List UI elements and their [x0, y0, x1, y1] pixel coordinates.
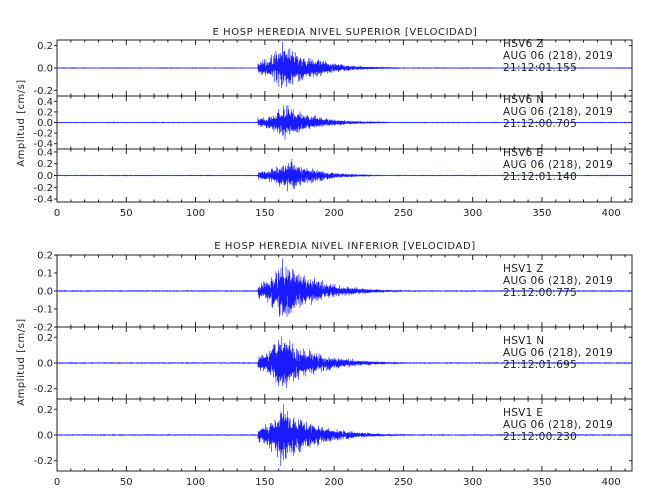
chart-title: E HOSP HEREDIA NIVEL INFERIOR [VELOCIDAD… [214, 241, 476, 252]
x-tick-label: 150 [255, 477, 274, 488]
x-tick-label: 50 [120, 477, 133, 488]
x-tick-label: 300 [463, 477, 482, 488]
x-tick-label: 250 [394, 208, 413, 219]
station-label: HSV6 E [503, 147, 543, 159]
date-label: AUG 06 (218), 2019 [503, 275, 613, 287]
x-tick-label: 200 [325, 208, 344, 219]
date-label: AUG 06 (218), 2019 [503, 50, 613, 62]
x-tick-label: 100 [186, 208, 205, 219]
y-tick-label: 0.2 [37, 333, 53, 344]
y-tick-label: -0.2 [33, 129, 53, 140]
panel-nivel-superior: E HOSP HEREDIA NIVEL SUPERIOR [VELOCIDAD… [16, 27, 633, 219]
x-axis-ticks: 0 50 100 150 200 250 300 350 400 [54, 208, 621, 219]
panel-nivel-inferior: E HOSP HEREDIA NIVEL INFERIOR [VELOCIDAD… [16, 241, 633, 488]
y-tick-label: -0.2 [33, 456, 53, 467]
y-tick-label: 0.2 [37, 107, 53, 118]
waveform-trace [56, 104, 633, 140]
time-label: 21:12:01.695 [503, 359, 577, 371]
y-axis-label: Amplitud [cm/s] [16, 79, 27, 166]
station-label: HSV6 N [503, 94, 544, 106]
time-label: 21:12:00.230 [503, 431, 577, 443]
x-tick-label: 300 [463, 208, 482, 219]
x-tick-label: 150 [255, 208, 274, 219]
waveform-trace [56, 158, 633, 192]
waveform-trace [56, 41, 633, 89]
time-label: 21:12:01.140 [503, 171, 577, 183]
y-tick-label: -0.2 [33, 86, 53, 97]
y-axis-label: Amplitud [cm/s] [16, 318, 27, 405]
y-tick-label: 0.2 [37, 251, 53, 262]
date-label: AUG 06 (218), 2019 [503, 106, 613, 118]
date-label: AUG 06 (218), 2019 [503, 419, 613, 431]
y-tick-label: -0.4 [33, 195, 53, 206]
x-tick-label: 0 [54, 477, 60, 488]
y-tick-label: 0.2 [37, 159, 53, 170]
chart-title: E HOSP HEREDIA NIVEL SUPERIOR [VELOCIDAD… [212, 27, 477, 38]
x-tick-label: 350 [532, 477, 551, 488]
y-tick-label: 0.4 [37, 147, 53, 158]
y-tick-label: -0.2 [33, 183, 53, 194]
y-tick-label: 0.0 [37, 118, 53, 129]
y-tick-label: 0.0 [37, 431, 53, 442]
x-tick-label: 100 [186, 477, 205, 488]
y-tick-label: -0.4 [33, 139, 53, 150]
waveform-trace [56, 404, 633, 467]
x-axis-ticks: 0 50 100 150 200 250 300 350 400 [54, 477, 621, 488]
x-tick-label: 400 [602, 208, 621, 219]
station-label: HSV1 E [503, 407, 543, 419]
date-label: AUG 06 (218), 2019 [503, 347, 613, 359]
y-tick-label: 0.4 [37, 97, 53, 108]
y-tick-label: 0.2 [37, 41, 53, 52]
date-label: AUG 06 (218), 2019 [503, 159, 613, 171]
station-label: HSV1 Z [503, 263, 544, 275]
x-tick-label: 350 [532, 208, 551, 219]
waveform-trace [56, 336, 633, 389]
y-tick-label: 0.1 [37, 269, 53, 280]
time-label: 21:12:01.155 [503, 62, 577, 74]
y-tick-label: 0.0 [37, 64, 53, 75]
time-label: 21:12:00.775 [503, 287, 577, 299]
station-label: HSV6 Z [503, 38, 544, 50]
y-tick-label: 0.0 [37, 359, 53, 370]
y-tick-label: 0.2 [37, 405, 53, 416]
y-tick-label: 0.0 [37, 287, 53, 298]
waveform-trace [56, 258, 633, 317]
y-tick-label: -0.2 [33, 384, 53, 395]
y-tick-label: 0.0 [37, 171, 53, 182]
station-label: HSV1 N [503, 335, 544, 347]
time-label: 21:12:00.705 [503, 118, 577, 130]
x-tick-label: 250 [394, 477, 413, 488]
x-tick-label: 0 [54, 208, 60, 219]
x-tick-label: 200 [325, 477, 344, 488]
x-tick-label: 400 [602, 477, 621, 488]
x-tick-label: 50 [120, 208, 133, 219]
y-tick-label: -0.1 [33, 305, 53, 316]
y-tick-label: -0.2 [33, 323, 53, 334]
